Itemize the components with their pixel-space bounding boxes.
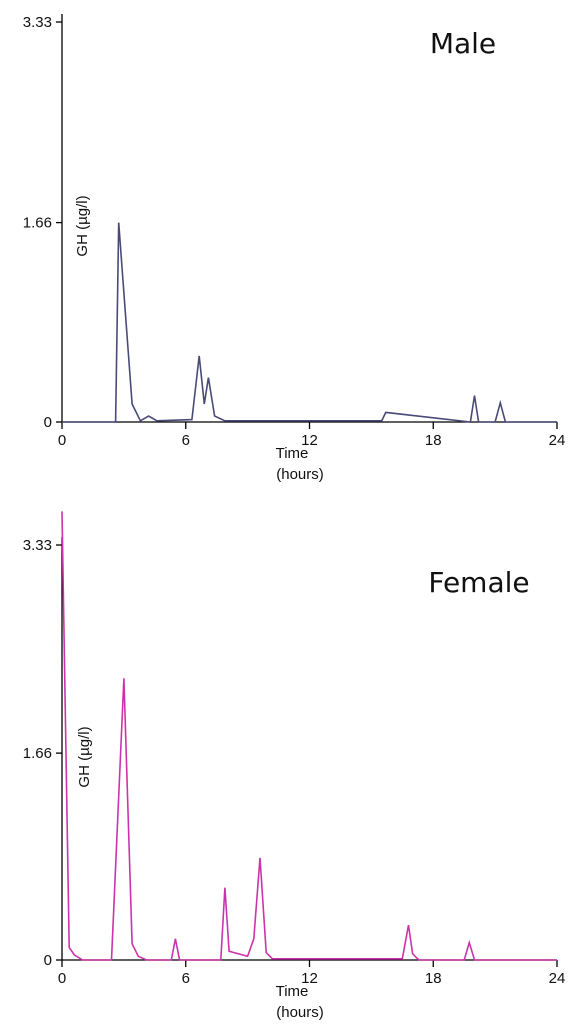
chart-title: Male bbox=[430, 27, 496, 60]
x-tick-label: 12 bbox=[301, 432, 318, 449]
y-tick-label: 1.66 bbox=[23, 215, 52, 232]
y-axis-label: GH (µg/l) bbox=[74, 195, 91, 256]
chart-panel-male: 0 1.66 3.33 0 6 12 18 24 Male GH (µg/l) Time (hours… bbox=[23, 14, 566, 483]
y-tick-label: 3.33 bbox=[23, 537, 52, 554]
y-tick-label: 0 bbox=[44, 952, 52, 969]
x-tick-label: 0 bbox=[58, 970, 66, 987]
chart-title: Female bbox=[428, 566, 529, 599]
x-axis-label: Time bbox=[276, 445, 309, 462]
y-tick-label: 3.33 bbox=[23, 14, 52, 31]
x-axis-label-unit: (hours) bbox=[276, 466, 324, 483]
y-tick-label: 0 bbox=[44, 414, 52, 431]
series-line-male bbox=[62, 222, 557, 423]
x-tick-label: 0 bbox=[58, 432, 66, 449]
series-line-female bbox=[61, 511, 557, 961]
y-tick-label: 1.66 bbox=[23, 745, 52, 762]
x-tick-label: 12 bbox=[301, 970, 318, 987]
y-axis-label: GH (µg/l) bbox=[76, 726, 93, 787]
x-tick-label: 6 bbox=[182, 432, 190, 449]
x-tick-label: 18 bbox=[425, 432, 442, 449]
x-tick-label: 24 bbox=[549, 970, 566, 987]
x-tick-label: 24 bbox=[549, 432, 566, 449]
x-tick-label: 6 bbox=[182, 970, 190, 987]
x-axis-label: Time bbox=[276, 983, 309, 1000]
x-tick-label: 18 bbox=[425, 970, 442, 987]
x-axis-label-unit: (hours) bbox=[276, 1004, 324, 1021]
chart-panel-female: 0 1.66 3.33 0 6 12 18 24 Female GH (µg/l) Time (hou… bbox=[23, 511, 566, 1021]
